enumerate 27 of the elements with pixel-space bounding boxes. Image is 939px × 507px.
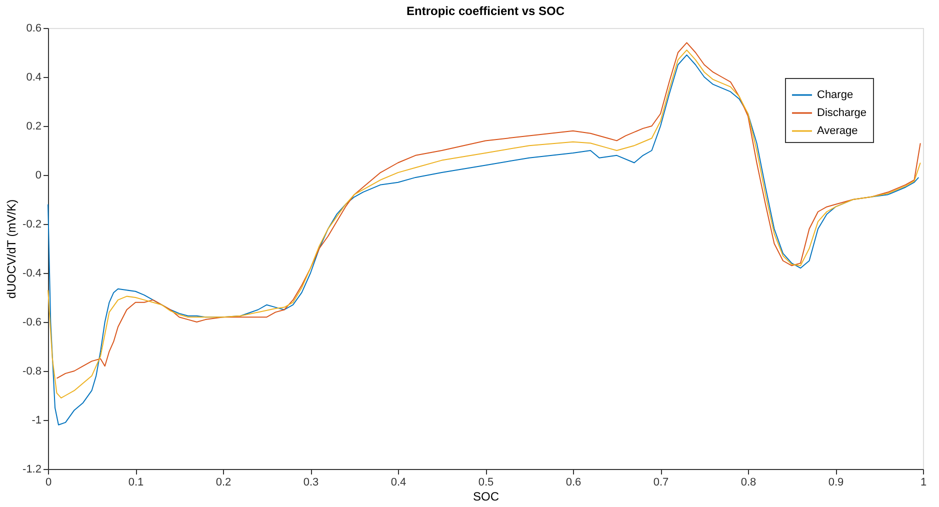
x-tick-label: 0.1 <box>128 476 144 488</box>
legend-label: Average <box>817 125 858 137</box>
x-tick-label: 0.4 <box>390 476 406 488</box>
y-tick-label: -0.2 <box>22 218 42 230</box>
y-axis-title: dUOCV/dT (mV/K) <box>4 199 19 299</box>
y-tick-label: -1 <box>32 414 42 426</box>
x-tick-label: 0.6 <box>566 476 582 488</box>
x-tick-label: 0.7 <box>653 476 669 488</box>
x-tick-label: 0 <box>45 476 52 488</box>
y-tick-label: 0 <box>35 170 42 182</box>
x-tick-label: 0.9 <box>828 476 844 488</box>
x-tick-label: 0.2 <box>216 476 232 488</box>
y-tick-label: 0.2 <box>26 120 42 132</box>
x-tick-label: 1 <box>920 476 927 488</box>
y-tick-label: -0.6 <box>22 316 42 328</box>
chart-title: Entropic coefficient vs SOC <box>406 4 565 18</box>
x-tick-label: 0.3 <box>303 476 319 488</box>
legend-label: Discharge <box>817 107 867 119</box>
y-tick-label: -0.4 <box>22 268 42 280</box>
x-tick-label: 0.5 <box>478 476 494 488</box>
x-tick-label: 0.8 <box>740 476 756 488</box>
y-tick-label: -0.8 <box>22 366 42 378</box>
legend-label: Charge <box>817 89 854 101</box>
x-axis-title: SOC <box>472 490 500 504</box>
y-tick-label: 0.6 <box>26 22 42 34</box>
y-tick-label: -1.2 <box>22 464 42 476</box>
y-tick-label: 0.4 <box>26 72 42 84</box>
